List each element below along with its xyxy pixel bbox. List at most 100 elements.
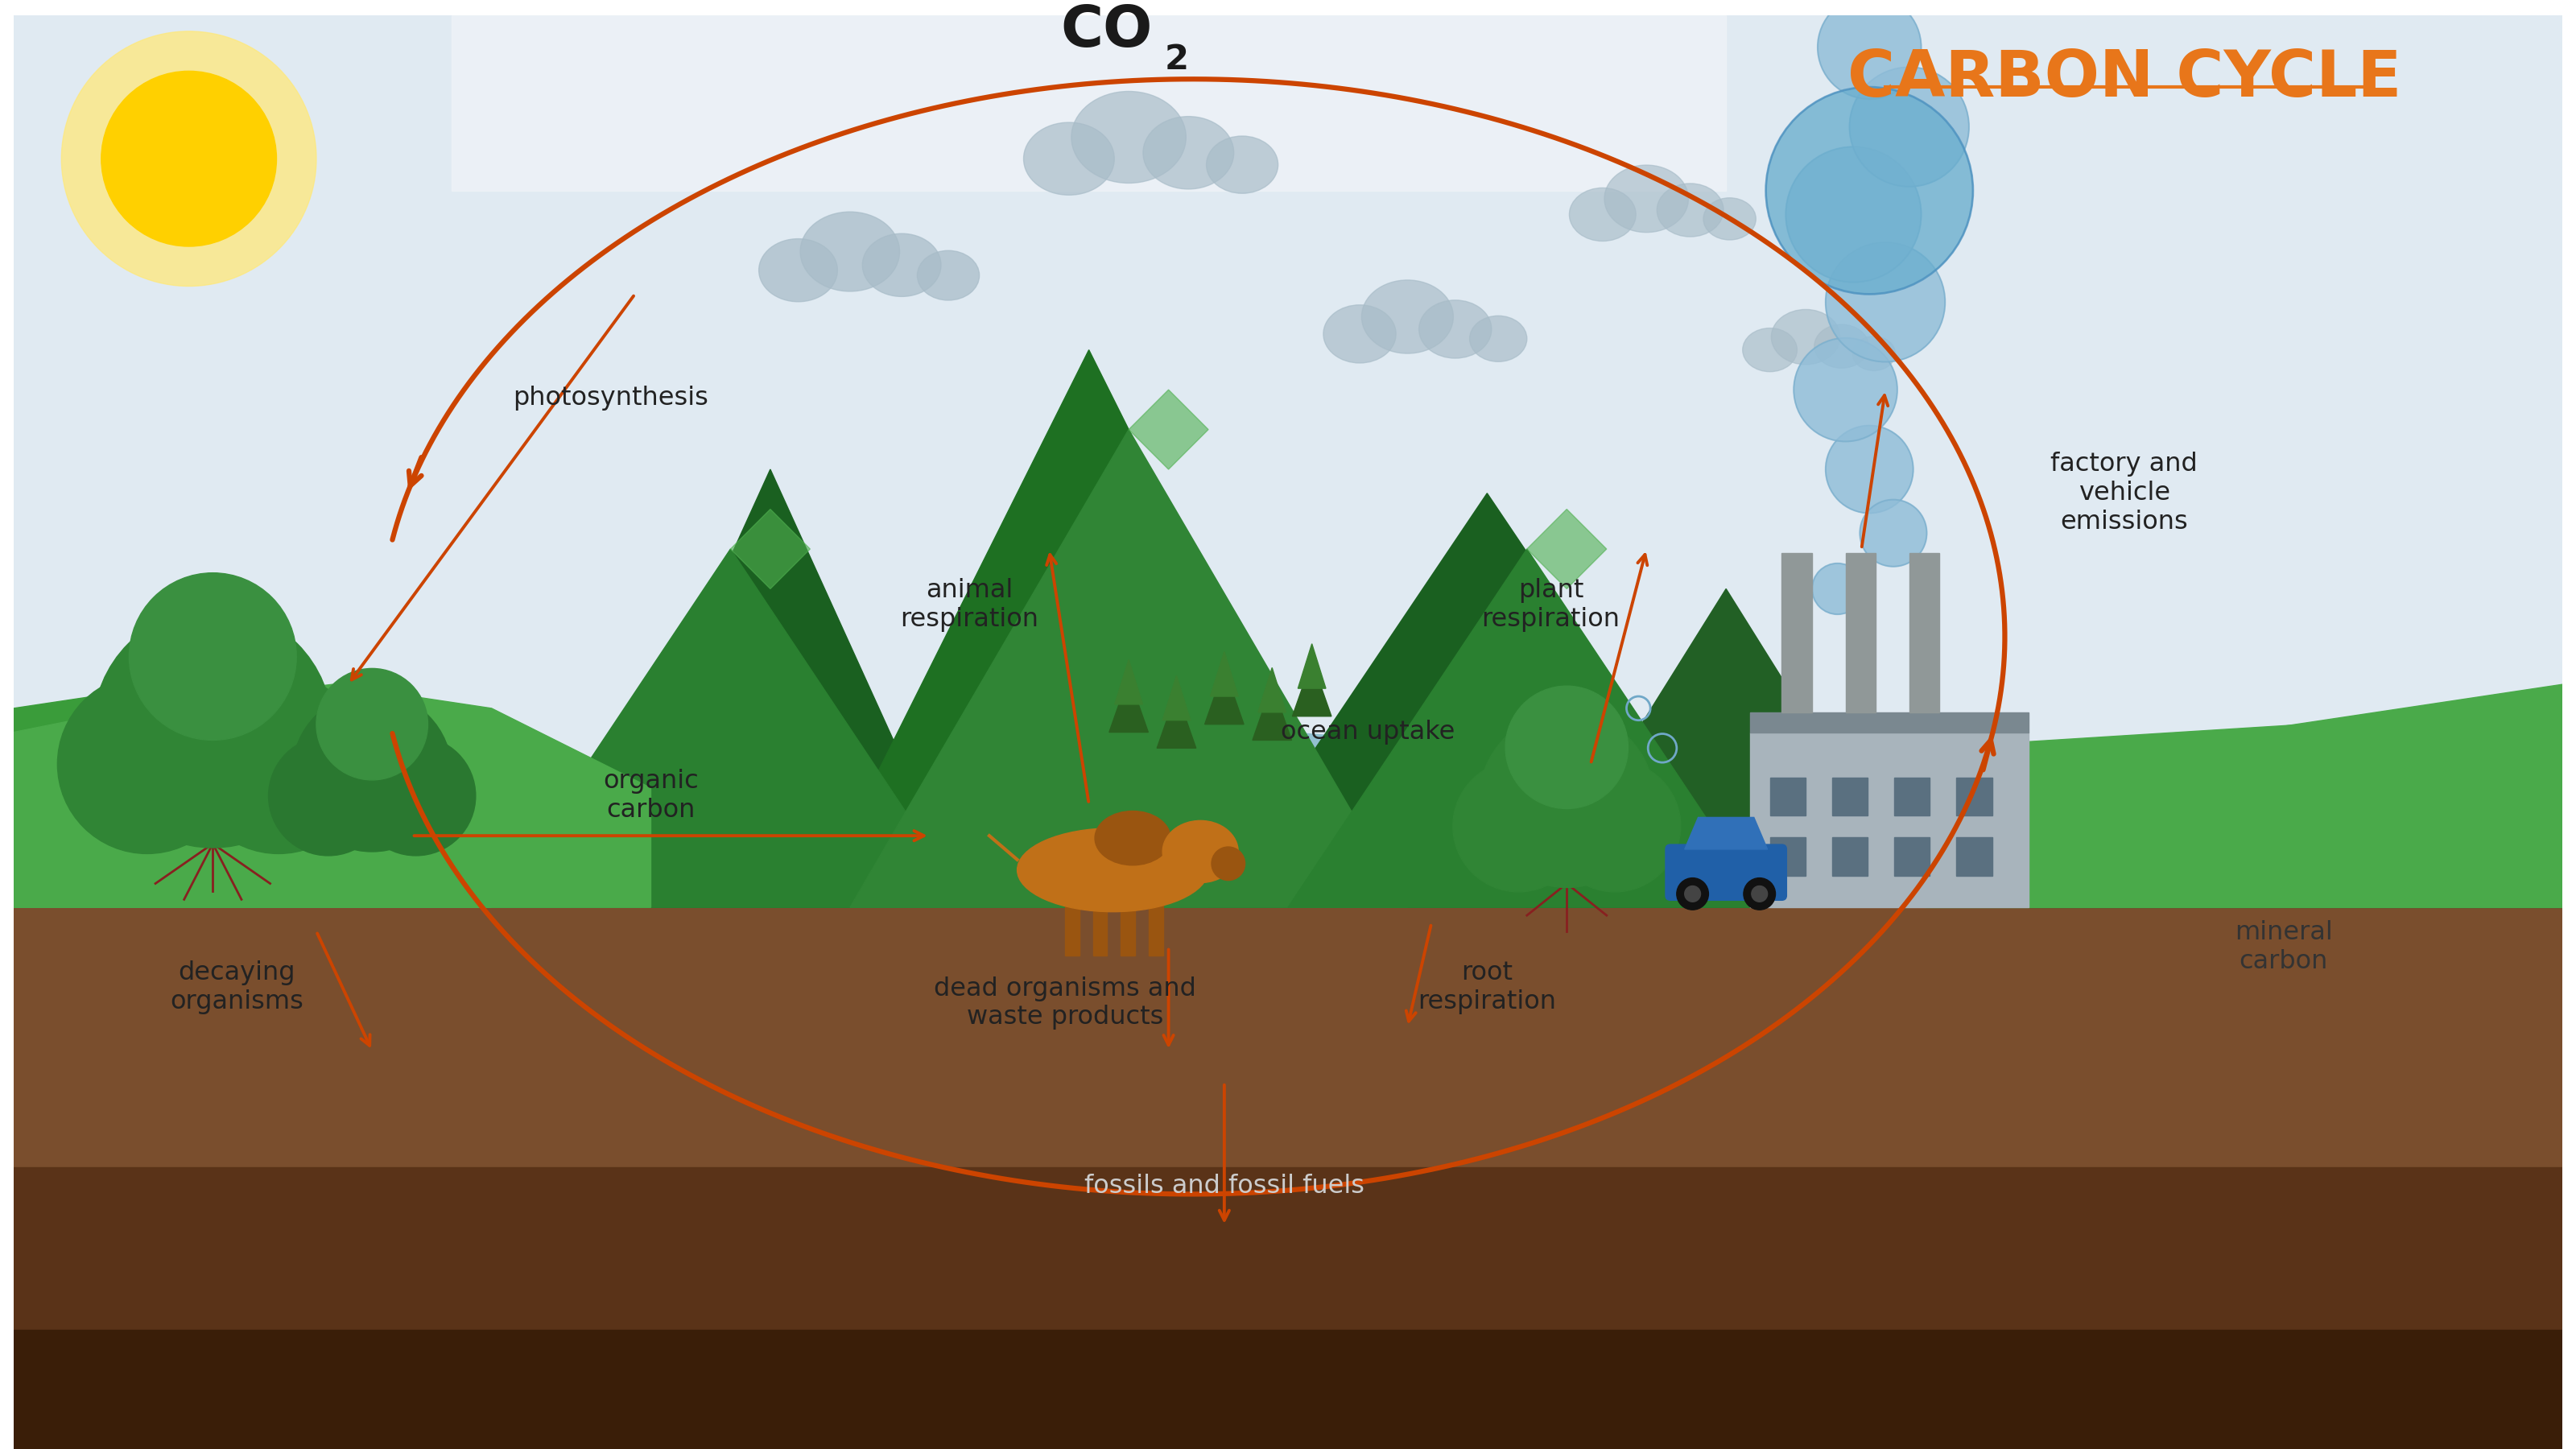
Polygon shape [1110, 677, 1149, 732]
Ellipse shape [1206, 136, 1278, 193]
Polygon shape [1528, 509, 1607, 588]
Circle shape [1744, 878, 1775, 910]
Ellipse shape [1095, 811, 1170, 865]
Ellipse shape [1144, 116, 1234, 188]
Polygon shape [1128, 390, 1208, 469]
Polygon shape [13, 764, 652, 907]
Circle shape [1785, 146, 1922, 283]
Polygon shape [1211, 652, 1239, 697]
Circle shape [100, 71, 276, 246]
Polygon shape [1288, 549, 1767, 907]
Circle shape [188, 674, 368, 853]
Bar [1955, 838, 1991, 875]
Ellipse shape [1605, 165, 1687, 232]
Circle shape [1548, 761, 1680, 893]
Polygon shape [13, 684, 652, 907]
Circle shape [1826, 426, 1914, 513]
Circle shape [1819, 0, 1922, 99]
Circle shape [1677, 878, 1708, 910]
Text: CARBON CYCLE: CARBON CYCLE [1847, 48, 2401, 110]
Bar [451, 16, 1726, 191]
Polygon shape [1157, 693, 1195, 748]
Polygon shape [1924, 709, 2563, 907]
Bar [1749, 713, 2030, 732]
Ellipse shape [1023, 122, 1115, 196]
Polygon shape [1685, 817, 1767, 849]
Circle shape [1793, 338, 1899, 442]
Ellipse shape [1072, 91, 1185, 183]
Ellipse shape [1363, 280, 1453, 354]
Ellipse shape [1018, 829, 1208, 911]
Ellipse shape [1852, 336, 1896, 371]
Ellipse shape [1569, 188, 1636, 241]
Circle shape [1850, 67, 1968, 187]
Ellipse shape [801, 212, 899, 291]
Polygon shape [1206, 668, 1244, 724]
Ellipse shape [1656, 184, 1723, 236]
Circle shape [1826, 242, 1945, 362]
Circle shape [317, 668, 428, 780]
Bar [1558, 827, 1577, 868]
Text: photosynthesis: photosynthesis [513, 385, 708, 410]
Bar [1149, 901, 1162, 955]
Polygon shape [850, 429, 1406, 907]
Bar [1832, 838, 1868, 875]
Circle shape [1752, 885, 1767, 901]
Polygon shape [809, 349, 1368, 907]
Ellipse shape [760, 239, 837, 301]
Circle shape [1453, 761, 1584, 893]
Bar [13, 16, 2563, 827]
Circle shape [1811, 564, 1862, 614]
Bar [13, 804, 2563, 948]
Text: decaying
organisms: decaying organisms [170, 961, 304, 1014]
Circle shape [1685, 885, 1700, 901]
Circle shape [268, 736, 389, 856]
Text: root
respiration: root respiration [1417, 961, 1556, 1014]
Polygon shape [1293, 661, 1332, 716]
Bar [1832, 778, 1868, 816]
Text: fossils and fossil fuels: fossils and fossil fuels [1084, 1174, 1365, 1198]
Circle shape [57, 674, 237, 853]
Bar [1121, 901, 1136, 955]
Bar [1893, 778, 1929, 816]
Circle shape [93, 609, 332, 848]
Bar [1770, 778, 1806, 816]
Bar [1924, 748, 2563, 907]
Bar [363, 796, 381, 836]
Polygon shape [492, 549, 969, 907]
Polygon shape [1924, 684, 2563, 907]
Circle shape [129, 572, 296, 740]
Polygon shape [572, 469, 969, 907]
Ellipse shape [1419, 300, 1492, 358]
Ellipse shape [863, 233, 940, 297]
Text: ocean uptake: ocean uptake [1280, 720, 1455, 745]
Bar [1092, 901, 1108, 955]
Polygon shape [1162, 675, 1190, 720]
Polygon shape [1208, 493, 1767, 907]
Circle shape [355, 736, 477, 856]
Bar [1893, 838, 1929, 875]
Circle shape [1479, 713, 1654, 887]
Polygon shape [1298, 643, 1327, 688]
Text: organic
carbon: organic carbon [603, 769, 698, 823]
Bar [204, 772, 222, 811]
Ellipse shape [1468, 316, 1528, 362]
Polygon shape [572, 732, 1844, 907]
Ellipse shape [917, 251, 979, 300]
Text: 2: 2 [1164, 42, 1188, 77]
Ellipse shape [1741, 327, 1798, 372]
Polygon shape [1252, 684, 1291, 740]
Circle shape [1767, 87, 1973, 294]
Bar [1749, 732, 2030, 907]
Bar [13, 1330, 2563, 1449]
Bar [1064, 901, 1079, 955]
Ellipse shape [1703, 199, 1757, 241]
Circle shape [1504, 685, 1628, 809]
Bar [1844, 554, 1875, 713]
Ellipse shape [1162, 820, 1239, 882]
Bar [13, 907, 2563, 1449]
Circle shape [294, 693, 451, 852]
Bar [1770, 838, 1806, 875]
Polygon shape [1115, 659, 1144, 704]
Ellipse shape [1772, 310, 1839, 365]
